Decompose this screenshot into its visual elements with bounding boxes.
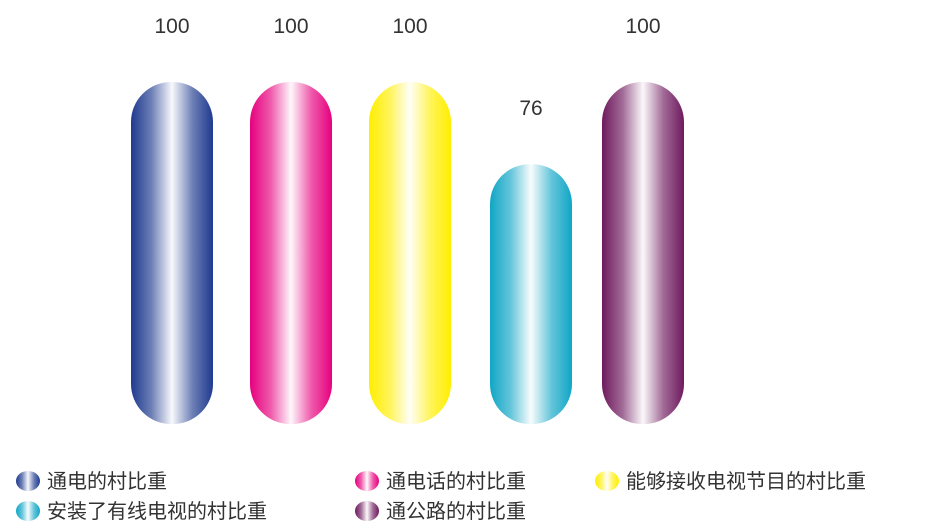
legend-label-5: 通公路的村比重 (386, 499, 526, 523)
bars-layer (131, 82, 684, 424)
bar-2 (250, 82, 332, 424)
value-label-4: 76 (519, 97, 542, 120)
legend-label-4: 安装了有线电视的村比重 (47, 499, 267, 523)
legend-marker-4 (16, 501, 40, 521)
legend-marker-3 (595, 471, 619, 491)
legend-item-1: 通电的村比重 (16, 469, 167, 493)
legend-label-2: 通电话的村比重 (386, 469, 526, 493)
bar-1 (131, 82, 213, 424)
legend-marker-5 (355, 501, 379, 521)
value-label-5: 100 (625, 15, 660, 38)
legend-marker-1 (16, 471, 40, 491)
legend-marker-2 (355, 471, 379, 491)
legend-label-1: 通电的村比重 (47, 469, 167, 493)
value-label-1: 100 (154, 15, 189, 38)
legend-label-3: 能够接收电视节目的村比重 (626, 469, 866, 493)
legend-item-2: 通电话的村比重 (355, 469, 526, 493)
bar-5 (602, 82, 684, 424)
value-label-2: 100 (273, 15, 308, 38)
legend-item-4: 安装了有线电视的村比重 (16, 499, 267, 523)
value-labels-layer: 100 100 100 76 100 (154, 15, 660, 120)
legend-item-5: 通公路的村比重 (355, 499, 526, 523)
legend-item-3: 能够接收电视节目的村比重 (595, 469, 866, 493)
bar-4 (490, 164, 572, 424)
value-label-3: 100 (392, 15, 427, 38)
bar-3 (369, 82, 451, 424)
